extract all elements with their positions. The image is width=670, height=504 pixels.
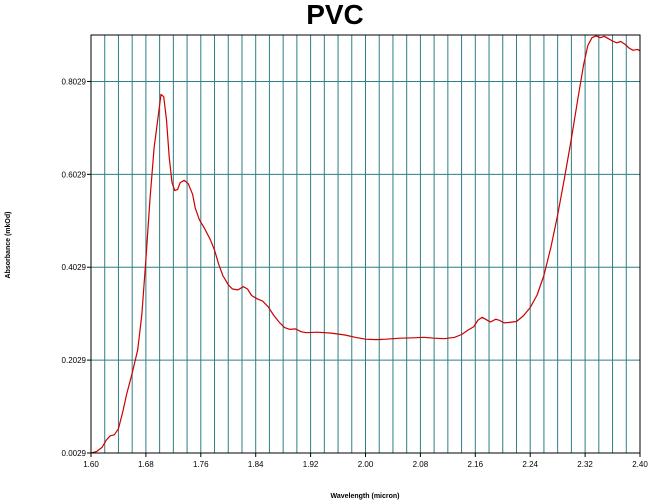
x-axis-label: Wavelength (micron) [331, 493, 400, 500]
y-tick-label: 0.6029 [62, 170, 87, 179]
x-tick-label: 1.76 [193, 460, 209, 469]
y-axis-label: Absorbance (mkOd) [5, 212, 12, 279]
chart-title: PVC [306, 0, 364, 30]
series-line [90, 35, 641, 454]
y-tick-label: 0.8029 [62, 77, 87, 86]
x-tick-label: 1.60 [83, 460, 99, 469]
x-tick-label: 2.32 [577, 460, 593, 469]
y-tick-label: 0.2029 [62, 356, 87, 365]
x-tick-label: 2.24 [522, 460, 538, 469]
y-tick-label: 0.0029 [62, 449, 87, 458]
x-tick-label: 1.84 [248, 460, 264, 469]
x-tick-label: 2.16 [468, 460, 484, 469]
y-axis-ticks: 0.0029 0.2029 0.4029 0.6029 0.8029 [62, 77, 91, 458]
x-axis-ticks: 1.60 1.68 1.76 1.84 1.92 2.00 2.08 2.16 2.24 2.32… [83, 453, 648, 469]
x-tick-label: 1.68 [138, 460, 154, 469]
x-tick-label: 2.40 [632, 460, 648, 469]
grid-lines [91, 35, 640, 454]
y-tick-label: 0.4029 [62, 263, 87, 272]
x-tick-label: 1.92 [303, 460, 319, 469]
series-layer [90, 35, 641, 454]
x-tick-label: 2.00 [358, 460, 374, 469]
x-tick-label: 2.08 [413, 460, 429, 469]
